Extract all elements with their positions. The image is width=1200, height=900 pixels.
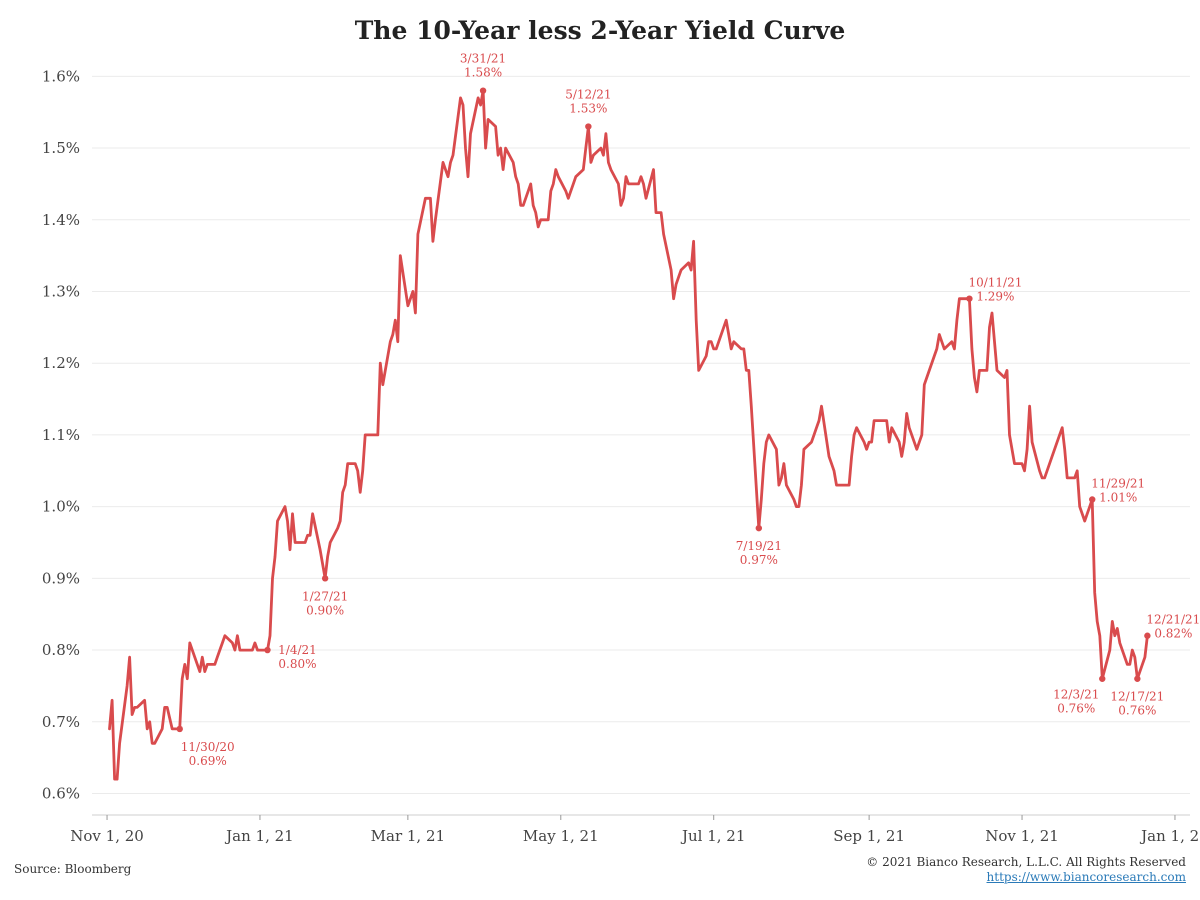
annotation-value: 1.53% <box>569 102 607 116</box>
x-tick-label: Jul 1, 21 <box>680 827 745 845</box>
x-tick-label: Sep 1, 21 <box>833 827 905 845</box>
annotation-marker <box>1144 632 1151 639</box>
annotation-value: 0.90% <box>306 603 344 617</box>
annotation-date: 5/12/21 <box>565 88 611 102</box>
copyright-note: © 2021 Bianco Research, L.L.C. All Right… <box>866 855 1186 869</box>
annotation-marker <box>755 524 763 532</box>
annotation-value: 0.69% <box>189 754 227 768</box>
annotation-value: 0.76% <box>1057 702 1095 716</box>
annotation-marker <box>321 575 329 582</box>
annotation-date: 11/29/21 <box>1091 476 1145 490</box>
series-layer <box>108 89 1149 781</box>
annotation-marker <box>1099 675 1106 682</box>
annotation-date: 10/11/21 <box>968 276 1022 290</box>
annotation-value: 1.01% <box>1099 490 1137 504</box>
gridlines <box>92 75 1190 794</box>
y-tick-label: 0.8% <box>42 641 80 659</box>
y-tick-label: 1.4% <box>42 211 80 229</box>
y-tick-label: 0.6% <box>42 784 80 802</box>
annotation-marker <box>479 87 487 94</box>
annotation-value: 0.97% <box>740 553 778 567</box>
annotation-marker <box>966 295 973 302</box>
y-tick-label: 1.6% <box>42 67 80 85</box>
annotation-marker <box>264 646 271 654</box>
y-tick-label: 1.5% <box>42 139 80 157</box>
annotations: 11/30/200.69% 1/4/210.80% 1/27/210.90% 3/31… <box>176 52 1200 768</box>
x-tick-label: Jan 1, 22 <box>1139 827 1200 845</box>
y-tick-label: 1.2% <box>42 354 80 372</box>
website-link[interactable]: https://www.biancoresearch.com <box>986 870 1186 884</box>
x-tick-label: Jan 1, 21 <box>224 827 294 845</box>
series-line <box>108 89 1149 781</box>
annotation-date: 1/27/21 <box>302 589 348 603</box>
x-tick-label: Nov 1, 20 <box>70 827 144 845</box>
annotation-marker <box>176 725 183 733</box>
y-tick-label: 1.0% <box>42 498 80 516</box>
annotation-marker <box>585 123 592 130</box>
annotation-date: 11/30/20 <box>181 740 235 754</box>
annotation-value: 0.76% <box>1118 704 1156 718</box>
annotation-value: 0.82% <box>1154 627 1192 641</box>
annotation-value: 1.58% <box>464 66 502 80</box>
source-note: Source: Bloomberg <box>14 862 132 876</box>
annotation-value: 0.80% <box>278 657 316 671</box>
x-tick-label: May 1, 21 <box>523 827 599 845</box>
y-tick-label: 1.1% <box>42 426 80 444</box>
chart-title: The 10-Year less 2-Year Yield Curve <box>354 16 846 45</box>
y-tick-label: 0.7% <box>42 713 80 731</box>
annotation-date: 1/4/21 <box>278 643 317 657</box>
annotation-date: 12/17/21 <box>1110 690 1164 704</box>
annotation-date: 12/21/21 <box>1146 613 1200 627</box>
y-tick-label: 1.3% <box>42 282 80 300</box>
x-tick-label: Nov 1, 21 <box>985 827 1059 845</box>
annotation-date: 7/19/21 <box>736 539 782 553</box>
x-tick-label: Mar 1, 21 <box>371 827 445 845</box>
annotation-date: 12/3/21 <box>1053 688 1099 702</box>
y-tick-label: 0.9% <box>42 569 80 587</box>
axes: 0.6% 0.7% 0.8% 0.9% 1.0% 1.1% 1.2% 1.3% 1.4% 1.5%… <box>42 67 1200 845</box>
annotation-value: 1.29% <box>976 290 1014 304</box>
annotation-date: 3/31/21 <box>460 52 506 66</box>
annotation-marker <box>1134 675 1141 682</box>
annotation-marker <box>1089 496 1096 503</box>
